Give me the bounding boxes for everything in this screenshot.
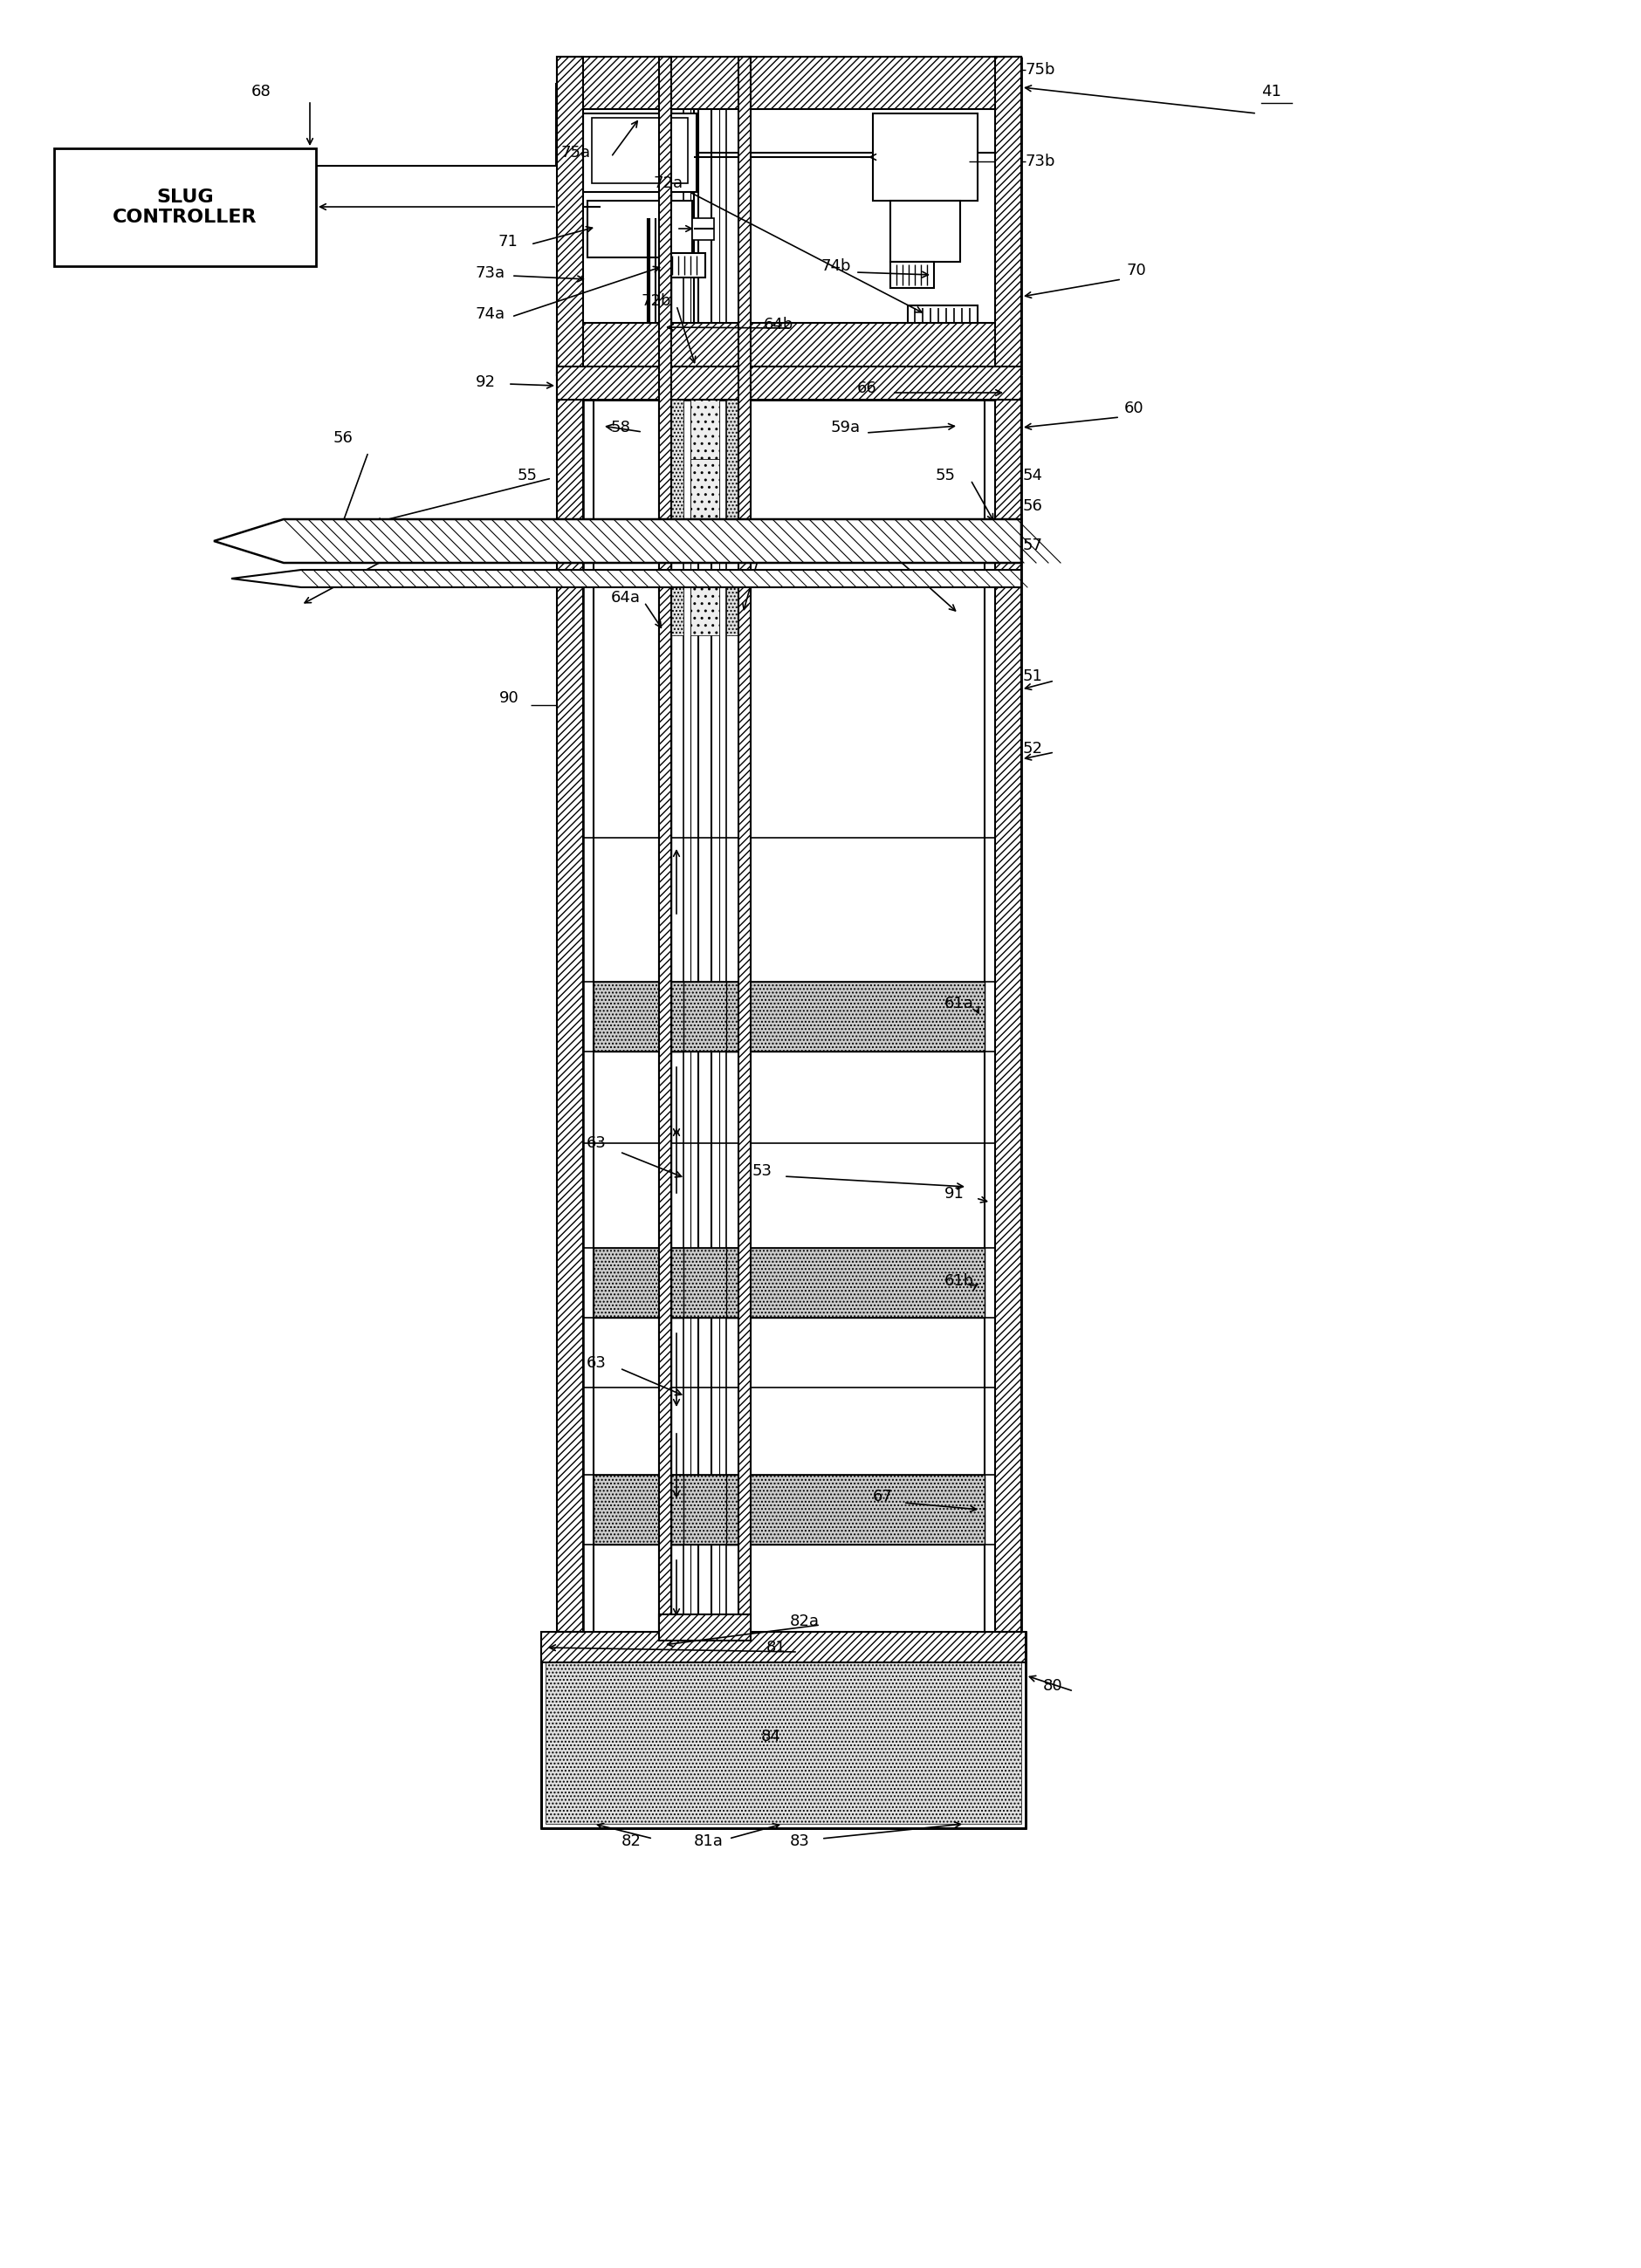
- Bar: [671, 587, 683, 635]
- Bar: [681, 358, 729, 392]
- Bar: [54, 147, 315, 265]
- Bar: [671, 1474, 683, 1545]
- Bar: [725, 1474, 738, 1545]
- Polygon shape: [213, 519, 1021, 562]
- Text: 55: 55: [517, 467, 537, 483]
- Text: 60: 60: [1124, 401, 1144, 417]
- Bar: [994, 374, 1021, 1633]
- Bar: [556, 322, 1021, 374]
- Text: 90: 90: [499, 689, 519, 705]
- Bar: [658, 1615, 750, 1640]
- Text: 57: 57: [1022, 538, 1042, 553]
- Text: 74a: 74a: [476, 306, 505, 322]
- Text: 75a: 75a: [561, 145, 591, 161]
- Text: 61b: 61b: [944, 1272, 973, 1288]
- Text: 59b: 59b: [830, 519, 860, 535]
- Bar: [725, 399, 738, 519]
- Bar: [671, 399, 683, 519]
- Bar: [658, 57, 671, 1633]
- Bar: [671, 982, 683, 1052]
- Text: 75b: 75b: [1026, 61, 1055, 77]
- Bar: [542, 1633, 1026, 1828]
- Text: 91: 91: [944, 1186, 963, 1202]
- Text: 64b: 64b: [763, 318, 793, 333]
- Bar: [594, 1474, 985, 1545]
- Bar: [594, 982, 985, 1052]
- Text: 84: 84: [761, 1728, 781, 1744]
- Bar: [725, 1247, 738, 1318]
- Text: 57: 57: [377, 535, 397, 551]
- Bar: [542, 1633, 1026, 1662]
- Bar: [907, 306, 976, 354]
- Text: 81: 81: [766, 1640, 786, 1656]
- Text: 80: 80: [1042, 1678, 1062, 1694]
- Text: 66: 66: [857, 381, 876, 397]
- Text: 83: 83: [789, 1833, 809, 1848]
- Text: 73b: 73b: [1026, 154, 1055, 170]
- Text: 53: 53: [752, 1163, 771, 1179]
- Text: 56: 56: [1022, 499, 1042, 515]
- Text: 73a: 73a: [476, 265, 505, 281]
- Text: 63: 63: [586, 1356, 606, 1370]
- Text: 68: 68: [251, 84, 271, 100]
- Text: 41: 41: [1260, 84, 1280, 100]
- Bar: [666, 254, 706, 277]
- Text: 61a: 61a: [944, 996, 973, 1012]
- Bar: [591, 118, 688, 184]
- Bar: [594, 1247, 985, 1318]
- Bar: [873, 113, 976, 200]
- Text: 72a: 72a: [653, 175, 683, 191]
- Text: 56: 56: [333, 431, 353, 447]
- Text: 82a: 82a: [789, 1613, 819, 1628]
- Text: 82: 82: [622, 1833, 642, 1848]
- Text: 92: 92: [476, 374, 496, 390]
- Text: 63: 63: [586, 1136, 606, 1152]
- Text: 70: 70: [1126, 263, 1145, 279]
- Text: 59a: 59a: [830, 420, 860, 435]
- Bar: [889, 261, 934, 288]
- Text: 74b: 74b: [820, 259, 850, 274]
- Text: 64a: 64a: [610, 590, 640, 606]
- Bar: [889, 200, 960, 261]
- Text: 51: 51: [1022, 669, 1042, 685]
- Bar: [671, 1247, 683, 1318]
- Text: 72b: 72b: [642, 293, 671, 308]
- Text: 71: 71: [499, 234, 519, 249]
- Bar: [556, 374, 583, 1633]
- Bar: [556, 57, 583, 374]
- Polygon shape: [231, 569, 1021, 587]
- Bar: [556, 367, 1021, 399]
- Bar: [587, 200, 693, 259]
- Bar: [545, 1635, 1021, 1823]
- Bar: [556, 57, 1021, 109]
- Bar: [691, 458, 719, 519]
- Text: 54: 54: [1022, 467, 1042, 483]
- Bar: [725, 587, 738, 635]
- Bar: [994, 57, 1021, 374]
- Bar: [691, 587, 719, 635]
- Bar: [725, 982, 738, 1052]
- Text: 67: 67: [873, 1488, 893, 1504]
- Bar: [691, 399, 719, 458]
- Text: 58: 58: [610, 420, 630, 435]
- Bar: [693, 218, 714, 240]
- Bar: [738, 57, 750, 1633]
- Text: 52: 52: [1022, 742, 1042, 758]
- Text: 81a: 81a: [694, 1833, 724, 1848]
- Bar: [583, 113, 696, 193]
- Text: 55: 55: [935, 467, 955, 483]
- Text: 58: 58: [734, 524, 753, 540]
- Text: SLUG
CONTROLLER: SLUG CONTROLLER: [113, 188, 258, 227]
